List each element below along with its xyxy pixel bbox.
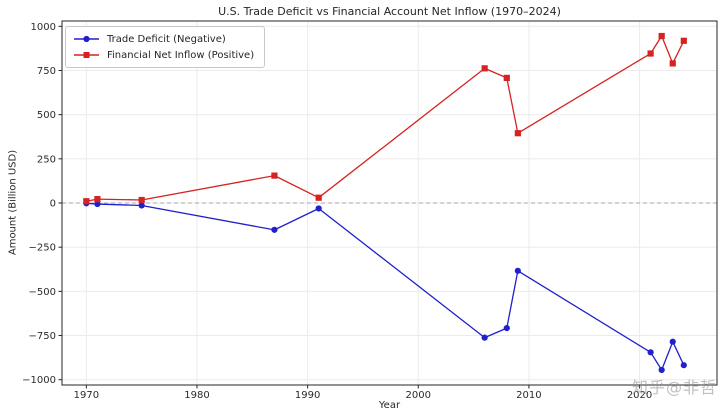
legend-line-marker-icon [74, 35, 99, 43]
y-tick-label: 0 [50, 199, 56, 210]
legend-marker-icon [83, 52, 90, 58]
data-marker [647, 349, 654, 356]
y-tick-label: −500 [29, 287, 56, 298]
data-marker [94, 196, 101, 203]
data-marker [658, 366, 665, 374]
data-marker [481, 65, 488, 72]
data-marker [669, 338, 676, 345]
y-tick-label: −750 [29, 331, 56, 342]
data-marker [83, 198, 90, 205]
data-marker [680, 362, 687, 369]
x-tick-label: 2010 [516, 390, 541, 401]
legend-item-trade-deficit: Trade Deficit (Negative) [73, 31, 254, 47]
data-marker [138, 202, 145, 209]
data-marker [503, 325, 510, 332]
y-tick-label: 250 [37, 154, 56, 165]
y-tick-label: 500 [37, 110, 56, 121]
y-axis-label: Amount (Billion USD) [7, 149, 19, 256]
series-line-1 [86, 35, 685, 202]
x-tick-label: 1990 [295, 390, 320, 401]
data-marker [315, 194, 322, 201]
data-marker [94, 200, 101, 208]
watermark: 知乎@非哲 [631, 378, 717, 397]
data-marker [658, 32, 665, 40]
data-marker [514, 130, 521, 137]
y-tick-label: −1000 [22, 375, 56, 386]
legend-label-trade-deficit: Trade Deficit (Negative) [107, 33, 226, 45]
data-marker [138, 196, 145, 204]
y-tick-label: −250 [29, 243, 56, 254]
data-marker [271, 172, 278, 179]
legend-label-financial-inflow: Financial Net Inflow (Positive) [107, 49, 255, 61]
x-tick-label: 2020 [627, 390, 652, 401]
legend: Trade Deficit (Negative) Financial Net I… [65, 26, 266, 68]
data-marker [669, 60, 676, 67]
chart-title: U.S. Trade Deficit vs Financial Account … [218, 5, 561, 18]
y-tick-label: 750 [37, 66, 56, 77]
data-marker [271, 226, 278, 233]
data-marker [514, 267, 521, 274]
data-marker [315, 205, 322, 212]
x-axis-label: Year [378, 400, 401, 411]
data-marker [647, 50, 654, 57]
x-tick-label: 1970 [74, 390, 99, 401]
data-marker [481, 334, 488, 341]
data-marker [503, 74, 510, 81]
legend-item-financial-inflow: Financial Net Inflow (Positive) [73, 47, 254, 63]
y-tick-label: 1000 [31, 22, 56, 33]
x-tick-label: 2000 [406, 390, 431, 401]
data-marker [680, 37, 687, 44]
x-tick-label: 1980 [184, 390, 209, 401]
series-line-0 [86, 202, 685, 371]
legend-marker-icon [83, 35, 90, 43]
legend-line-marker-icon [74, 52, 99, 58]
